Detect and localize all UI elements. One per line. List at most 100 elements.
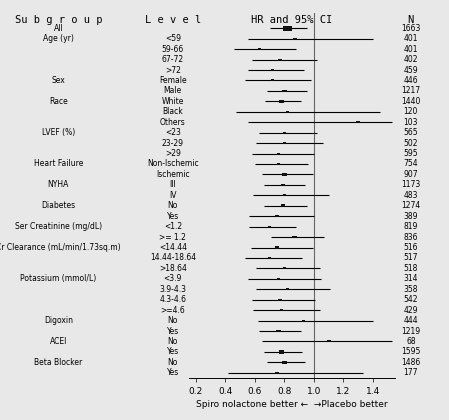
Bar xyxy=(271,69,274,71)
Text: 4.3-4.6: 4.3-4.6 xyxy=(159,295,186,304)
Bar xyxy=(277,163,280,165)
Bar xyxy=(282,173,287,176)
Bar xyxy=(278,299,282,301)
Text: 836: 836 xyxy=(404,233,418,241)
Text: Others: Others xyxy=(160,118,186,127)
Text: 754: 754 xyxy=(404,160,418,168)
Text: 1217: 1217 xyxy=(401,87,420,95)
Text: 565: 565 xyxy=(404,128,418,137)
Bar xyxy=(275,247,279,249)
Text: 59-66: 59-66 xyxy=(162,45,184,54)
Text: >18.64: >18.64 xyxy=(159,264,187,273)
Text: 120: 120 xyxy=(404,107,418,116)
Text: Yes: Yes xyxy=(167,347,179,357)
Text: All: All xyxy=(53,24,63,33)
Text: Non-Ischemic: Non-Ischemic xyxy=(147,160,198,168)
Bar xyxy=(278,100,285,103)
Text: ACEI: ACEI xyxy=(50,337,67,346)
Text: 314: 314 xyxy=(404,274,418,284)
Text: Heart Failure: Heart Failure xyxy=(34,160,83,168)
Text: HR and 95% CI: HR and 95% CI xyxy=(251,15,332,25)
Bar xyxy=(283,194,286,196)
Text: <23: <23 xyxy=(165,128,181,137)
Text: Yes: Yes xyxy=(167,326,179,336)
Text: Ischemic: Ischemic xyxy=(156,170,189,179)
Text: 402: 402 xyxy=(404,55,418,64)
Bar xyxy=(283,142,286,144)
Bar xyxy=(293,38,297,40)
Text: Female: Female xyxy=(159,76,187,85)
Text: 177: 177 xyxy=(404,368,418,377)
Text: Digoxin: Digoxin xyxy=(44,316,73,325)
Text: Race: Race xyxy=(49,97,68,106)
Text: IV: IV xyxy=(169,191,176,200)
Bar xyxy=(283,131,286,134)
Text: Sex: Sex xyxy=(52,76,65,85)
Text: Cr Clearance (mL/min/1.73sq.m): Cr Clearance (mL/min/1.73sq.m) xyxy=(0,243,121,252)
Bar xyxy=(283,26,291,31)
Text: III: III xyxy=(169,180,176,189)
Text: LVEF (%): LVEF (%) xyxy=(42,128,75,137)
Text: 1440: 1440 xyxy=(401,97,421,106)
Text: Potassium (mmol/L): Potassium (mmol/L) xyxy=(20,274,97,284)
Text: White: White xyxy=(162,97,184,106)
Text: >29: >29 xyxy=(165,149,181,158)
Text: 595: 595 xyxy=(404,149,418,158)
Text: No: No xyxy=(167,358,178,367)
Text: Male: Male xyxy=(164,87,182,95)
Text: 1173: 1173 xyxy=(401,180,420,189)
Bar xyxy=(281,184,286,186)
Bar xyxy=(280,309,283,311)
Text: >=4.6: >=4.6 xyxy=(160,306,185,315)
Text: 444: 444 xyxy=(404,316,418,325)
Text: 518: 518 xyxy=(404,264,418,273)
Text: 103: 103 xyxy=(404,118,418,127)
Text: 1595: 1595 xyxy=(401,347,421,357)
Bar xyxy=(281,205,286,207)
Text: 542: 542 xyxy=(404,295,418,304)
Text: 502: 502 xyxy=(404,139,418,147)
Text: NYHA: NYHA xyxy=(48,180,69,189)
Bar xyxy=(276,330,281,332)
Text: Beta Blocker: Beta Blocker xyxy=(34,358,83,367)
Text: Ser Creatinine (mg/dL): Ser Creatinine (mg/dL) xyxy=(15,222,102,231)
Text: 483: 483 xyxy=(404,191,418,200)
Text: No: No xyxy=(167,316,178,325)
Text: <1.2: <1.2 xyxy=(164,222,182,231)
Text: 1486: 1486 xyxy=(401,358,420,367)
Text: 3.9-4.3: 3.9-4.3 xyxy=(159,285,186,294)
Text: <3.9: <3.9 xyxy=(164,274,182,284)
Text: Yes: Yes xyxy=(167,368,179,377)
Text: >= 1.2: >= 1.2 xyxy=(159,233,186,241)
Text: 67-72: 67-72 xyxy=(162,55,184,64)
Bar xyxy=(282,361,287,364)
Text: Black: Black xyxy=(163,107,183,116)
Text: Age (yr): Age (yr) xyxy=(43,34,74,43)
Bar xyxy=(258,48,261,50)
Bar xyxy=(271,79,274,81)
Text: 516: 516 xyxy=(404,243,418,252)
Text: 401: 401 xyxy=(404,34,418,43)
Text: Yes: Yes xyxy=(167,212,179,220)
Text: 429: 429 xyxy=(404,306,418,315)
Bar xyxy=(268,226,272,228)
Bar xyxy=(275,372,279,374)
Text: 1663: 1663 xyxy=(401,24,421,33)
Bar xyxy=(286,111,289,113)
Bar xyxy=(278,58,282,60)
Text: 358: 358 xyxy=(404,285,418,294)
Text: 517: 517 xyxy=(404,253,418,262)
Text: Diabetes: Diabetes xyxy=(41,201,75,210)
Bar xyxy=(327,341,330,342)
Bar xyxy=(277,152,280,155)
Text: 819: 819 xyxy=(404,222,418,231)
Text: 1274: 1274 xyxy=(401,201,420,210)
Text: 401: 401 xyxy=(404,45,418,54)
Text: Su b g r o u p: Su b g r o u p xyxy=(15,15,102,25)
Text: 14.44-18.64: 14.44-18.64 xyxy=(150,253,196,262)
Text: 1219: 1219 xyxy=(401,326,420,336)
Bar xyxy=(292,236,297,239)
Text: <14.44: <14.44 xyxy=(159,243,187,252)
Text: 23-29: 23-29 xyxy=(162,139,184,147)
Text: 907: 907 xyxy=(404,170,418,179)
